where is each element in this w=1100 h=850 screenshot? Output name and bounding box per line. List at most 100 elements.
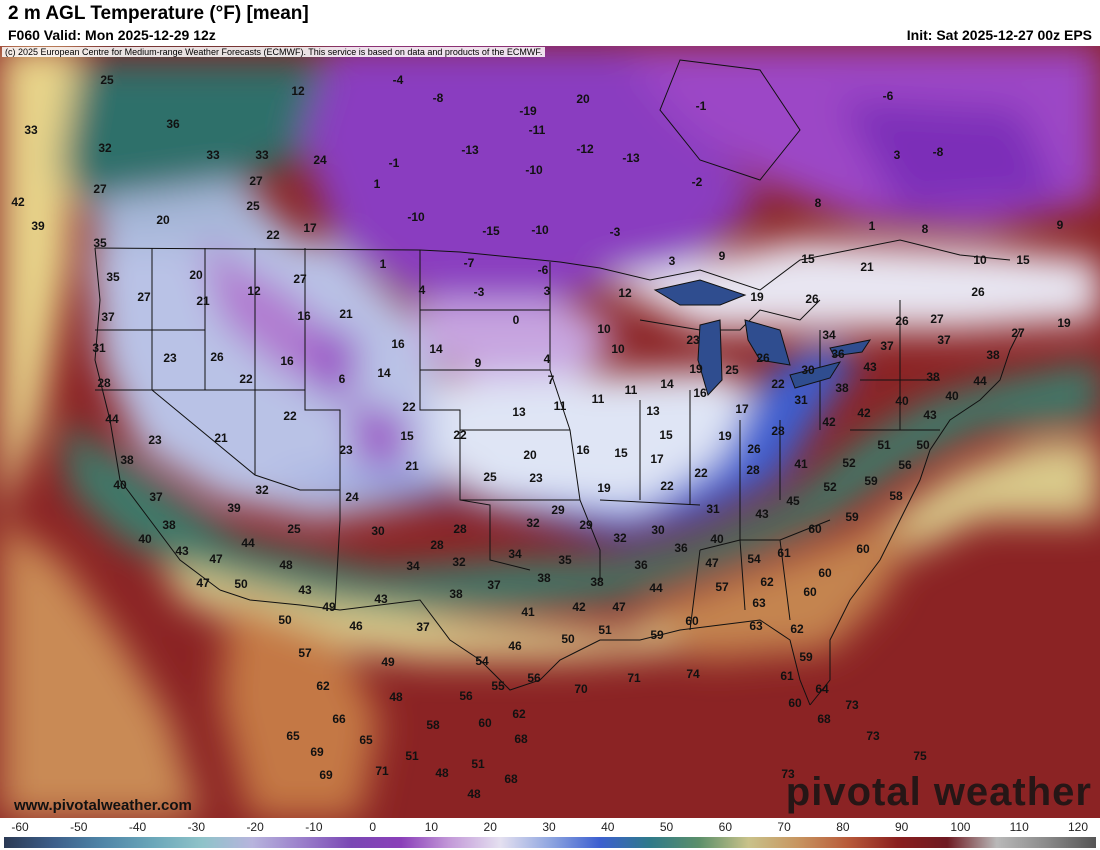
temperature-label: 65 — [286, 729, 300, 743]
temperature-label: 4 — [544, 352, 551, 366]
temperature-label: 8 — [922, 222, 929, 236]
temperature-label: 22 — [771, 377, 785, 391]
temperature-label: 20 — [523, 448, 537, 462]
temperature-label: -12 — [576, 142, 594, 156]
temperature-label: 32 — [98, 141, 112, 155]
temperature-label: 60 — [788, 696, 802, 710]
temperature-label: 26 — [756, 351, 770, 365]
temperature-label: 22 — [266, 228, 280, 242]
temperature-label: -7 — [464, 256, 475, 270]
temperature-label: 37 — [101, 310, 115, 324]
temperature-label: 25 — [725, 363, 739, 377]
colorbar-tick-label: -60 — [11, 820, 29, 834]
temperature-label: 33 — [255, 148, 269, 162]
temperature-label: 22 — [694, 466, 708, 480]
temperature-label: 39 — [31, 219, 45, 233]
temperature-label: 19 — [1057, 316, 1071, 330]
temperature-label: 59 — [650, 628, 664, 642]
temperature-label: 20 — [156, 213, 170, 227]
temperature-label: 26 — [747, 442, 761, 456]
temperature-label: 61 — [777, 546, 791, 560]
temperature-label: 44 — [649, 581, 663, 595]
temperature-label: 63 — [752, 596, 766, 610]
colorbar-tick-label: 70 — [777, 820, 791, 834]
temperature-label: 30 — [801, 363, 815, 377]
temperature-label: 21 — [214, 431, 228, 445]
temperature-label: 28 — [746, 463, 760, 477]
temperature-label: 60 — [808, 522, 822, 536]
temperature-label: 44 — [973, 374, 987, 388]
temperature-label: 15 — [614, 446, 628, 460]
temperature-label: 70 — [574, 682, 588, 696]
temperature-label: 36 — [166, 117, 180, 131]
temperature-label: 48 — [467, 787, 481, 801]
temperature-label: 26 — [805, 292, 819, 306]
temperature-label: 9 — [719, 249, 726, 263]
temperature-label: 32 — [526, 516, 540, 530]
colorbar-tick-label: 110 — [1009, 820, 1029, 834]
temperature-label: 36 — [634, 558, 648, 572]
temperature-label: 55 — [491, 679, 505, 693]
temperature-label: 58 — [889, 489, 903, 503]
temperature-label: 32 — [255, 483, 269, 497]
temperature-label: -15 — [482, 224, 500, 238]
temperature-label: 62 — [760, 575, 774, 589]
temperature-label: 37 — [416, 620, 430, 634]
temperature-label: 46 — [349, 619, 363, 633]
temperature-label: 60 — [478, 716, 492, 730]
temperature-label: 69 — [310, 745, 324, 759]
temperature-label: 27 — [930, 312, 944, 326]
temperature-label: 65 — [359, 733, 373, 747]
temperature-label: 64 — [815, 682, 829, 696]
temperature-label: 60 — [685, 614, 699, 628]
temperature-label: 22 — [402, 400, 416, 414]
great-lakes — [653, 279, 872, 396]
temperature-label: 43 — [755, 507, 769, 521]
temperature-label: 51 — [405, 749, 419, 763]
temperature-label: 40 — [113, 478, 127, 492]
temperature-label: 47 — [705, 556, 719, 570]
temperature-label: 11 — [592, 392, 605, 406]
init-time: Init: Sat 2025-12-27 00z EPS — [906, 27, 1092, 43]
temperature-label: 50 — [278, 613, 292, 627]
colorbar-tick-label: -30 — [187, 820, 205, 834]
temperature-label: 16 — [576, 443, 590, 457]
temperature-label: 9 — [1057, 218, 1064, 232]
boundary-lines — [94, 239, 1021, 706]
temperature-label: 17 — [735, 402, 749, 416]
temperature-label: 44 — [105, 412, 119, 426]
temperature-label: 50 — [561, 632, 575, 646]
temperature-label: 20 — [576, 92, 590, 106]
temperature-label: 22 — [283, 409, 297, 423]
temperature-label: -1 — [696, 99, 707, 113]
temperature-label: 47 — [612, 600, 626, 614]
temperature-label: 27 — [1011, 326, 1025, 340]
temperature-label: 25 — [483, 470, 497, 484]
temperature-label: 3 — [669, 254, 676, 268]
temperature-label: 28 — [430, 538, 444, 552]
temperature-label: 9 — [475, 356, 482, 370]
temperature-label: 21 — [405, 459, 419, 473]
temperature-label: 26 — [971, 285, 985, 299]
website-link[interactable]: www.pivotalweather.com — [14, 797, 192, 814]
temperature-label: -4 — [393, 73, 404, 87]
temperature-label: 58 — [426, 718, 440, 732]
temperature-label: 43 — [923, 408, 937, 422]
temperature-label: 25 — [287, 522, 301, 536]
temperature-label: 14 — [429, 342, 443, 356]
temperature-label: 43 — [175, 544, 189, 558]
temperature-label: 50 — [234, 577, 248, 591]
temperature-map[interactable]: 25 12 36 33 32 33 33 24 27 27 25 20 22 17 42 39 35 35 20 27… — [0, 46, 1100, 818]
colorbar-tick-label: 60 — [718, 820, 733, 834]
temperature-label: 43 — [863, 360, 877, 374]
temperature-label: 49 — [322, 600, 336, 614]
temperature-label: 13 — [646, 404, 660, 418]
temperature-label: 19 — [597, 481, 611, 495]
temperature-label: 42 — [572, 600, 586, 614]
temperature-label: 6 — [339, 372, 346, 386]
temperature-label: 51 — [471, 757, 485, 771]
temperature-label: 0 — [513, 313, 520, 327]
temperature-label: 36 — [831, 347, 845, 361]
